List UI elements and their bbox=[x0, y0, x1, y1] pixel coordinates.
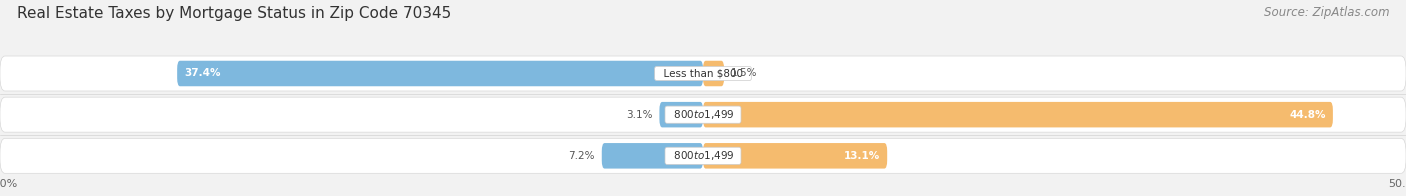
Text: Less than $800: Less than $800 bbox=[657, 68, 749, 79]
Text: Real Estate Taxes by Mortgage Status in Zip Code 70345: Real Estate Taxes by Mortgage Status in … bbox=[17, 6, 451, 21]
FancyBboxPatch shape bbox=[703, 61, 724, 86]
FancyBboxPatch shape bbox=[602, 143, 703, 169]
Text: 13.1%: 13.1% bbox=[844, 151, 880, 161]
Text: 44.8%: 44.8% bbox=[1289, 110, 1326, 120]
Text: $800 to $1,499: $800 to $1,499 bbox=[666, 149, 740, 162]
FancyBboxPatch shape bbox=[703, 143, 887, 169]
Text: Source: ZipAtlas.com: Source: ZipAtlas.com bbox=[1264, 6, 1389, 19]
Text: $800 to $1,499: $800 to $1,499 bbox=[666, 108, 740, 121]
FancyBboxPatch shape bbox=[703, 102, 1333, 127]
FancyBboxPatch shape bbox=[0, 56, 1406, 91]
Text: 3.1%: 3.1% bbox=[626, 110, 652, 120]
FancyBboxPatch shape bbox=[0, 138, 1406, 173]
FancyBboxPatch shape bbox=[659, 102, 703, 127]
Text: 37.4%: 37.4% bbox=[184, 68, 221, 79]
Text: 1.5%: 1.5% bbox=[731, 68, 758, 79]
Text: 7.2%: 7.2% bbox=[568, 151, 595, 161]
FancyBboxPatch shape bbox=[177, 61, 703, 86]
FancyBboxPatch shape bbox=[0, 97, 1406, 132]
